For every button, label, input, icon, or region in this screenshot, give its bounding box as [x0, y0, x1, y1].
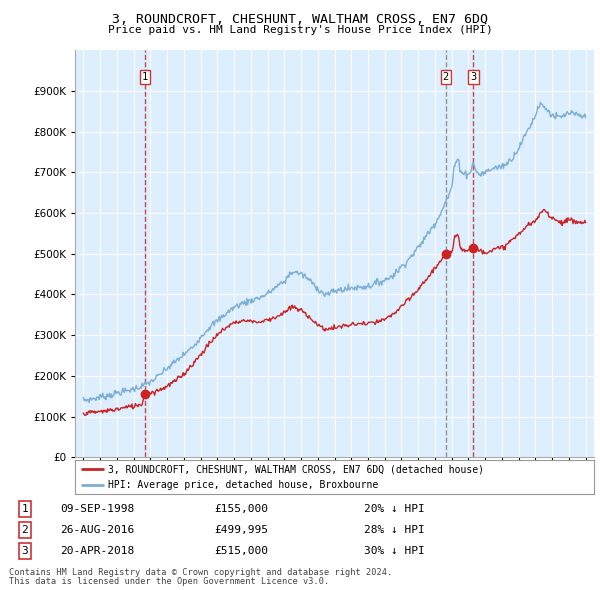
Text: 20% ↓ HPI: 20% ↓ HPI [364, 504, 424, 514]
Text: Price paid vs. HM Land Registry's House Price Index (HPI): Price paid vs. HM Land Registry's House … [107, 25, 493, 35]
Text: 09-SEP-1998: 09-SEP-1998 [60, 504, 134, 514]
Text: 28% ↓ HPI: 28% ↓ HPI [364, 525, 424, 535]
Text: 26-AUG-2016: 26-AUG-2016 [60, 525, 134, 535]
Text: 3: 3 [22, 546, 28, 556]
Text: 1: 1 [142, 71, 148, 81]
Text: £515,000: £515,000 [214, 546, 268, 556]
Text: 2: 2 [443, 71, 449, 81]
Text: 1: 1 [22, 504, 28, 514]
Text: 3, ROUNDCROFT, CHESHUNT, WALTHAM CROSS, EN7 6DQ: 3, ROUNDCROFT, CHESHUNT, WALTHAM CROSS, … [112, 13, 488, 26]
Text: HPI: Average price, detached house, Broxbourne: HPI: Average price, detached house, Brox… [107, 480, 378, 490]
Text: 20-APR-2018: 20-APR-2018 [60, 546, 134, 556]
Text: 30% ↓ HPI: 30% ↓ HPI [364, 546, 424, 556]
Text: £499,995: £499,995 [214, 525, 268, 535]
Text: 3: 3 [470, 71, 476, 81]
Text: This data is licensed under the Open Government Licence v3.0.: This data is licensed under the Open Gov… [9, 577, 329, 586]
Text: Contains HM Land Registry data © Crown copyright and database right 2024.: Contains HM Land Registry data © Crown c… [9, 568, 392, 576]
Text: £155,000: £155,000 [214, 504, 268, 514]
Text: 3, ROUNDCROFT, CHESHUNT, WALTHAM CROSS, EN7 6DQ (detached house): 3, ROUNDCROFT, CHESHUNT, WALTHAM CROSS, … [107, 464, 484, 474]
Text: 2: 2 [22, 525, 28, 535]
